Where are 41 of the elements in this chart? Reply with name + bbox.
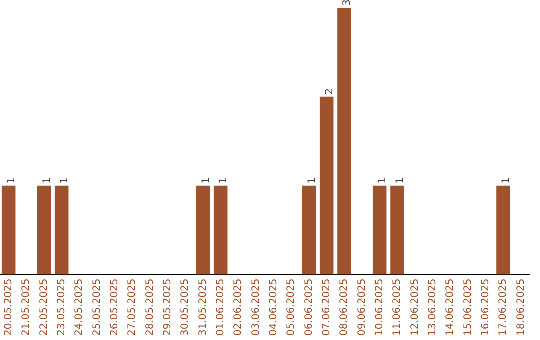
x-tick-label: 17.06.2025 bbox=[498, 278, 510, 336]
x-tick-label: 23.05.2025 bbox=[56, 278, 68, 336]
data-label: 1 bbox=[218, 177, 230, 184]
x-tick-label: 30.05.2025 bbox=[180, 278, 192, 336]
x-tick-label: 18.06.2025 bbox=[516, 278, 527, 336]
x-tick-label: 08.06.2025 bbox=[339, 278, 350, 336]
x-tick-label: 27.05.2025 bbox=[127, 278, 138, 336]
x-tick-label: 25.05.2025 bbox=[92, 278, 103, 336]
data-label: 2 bbox=[324, 88, 336, 95]
x-tick-label: 22.05.2025 bbox=[38, 278, 50, 336]
data-label: 1 bbox=[6, 177, 18, 184]
data-label: 1 bbox=[306, 177, 318, 184]
data-label: 1 bbox=[200, 177, 212, 184]
x-tick-label: 24.05.2025 bbox=[74, 278, 86, 336]
x-tick-label: 05.06.2025 bbox=[286, 278, 298, 336]
data-label: 1 bbox=[42, 177, 53, 184]
data-label: 1 bbox=[501, 177, 512, 184]
x-tick-label: 04.06.2025 bbox=[268, 278, 280, 336]
data-label: 1 bbox=[395, 177, 406, 184]
x-tick-label: 31.05.2025 bbox=[198, 278, 209, 336]
x-tick-label: 03.06.2025 bbox=[250, 278, 262, 336]
x-tick-label: 29.05.2025 bbox=[162, 278, 174, 336]
x-tick-label: 28.05.2025 bbox=[144, 278, 156, 336]
x-tick-label: 16.06.2025 bbox=[480, 278, 492, 336]
x-tick-label: 09.06.2025 bbox=[356, 278, 368, 336]
x-tick-label: 21.05.2025 bbox=[21, 278, 32, 336]
x-tick-label: 13.06.2025 bbox=[427, 278, 438, 336]
x-tick-label: 26.05.2025 bbox=[109, 278, 120, 336]
x-tick-label: 07.06.2025 bbox=[321, 278, 332, 336]
data-label: 1 bbox=[59, 177, 70, 184]
data-label: 3 bbox=[342, 0, 354, 6]
data-label: 1 bbox=[377, 177, 388, 184]
x-tick-label: 11.06.2025 bbox=[392, 278, 404, 336]
x-tick-label: 02.06.2025 bbox=[233, 278, 244, 336]
x-tick-label: 10.06.2025 bbox=[374, 278, 386, 336]
x-tick-label: 15.06.2025 bbox=[462, 278, 474, 336]
x-tick-label: 01.06.2025 bbox=[215, 278, 226, 336]
x-tick-label: 20.05.2025 bbox=[3, 278, 14, 336]
x-tick-label: 06.06.2025 bbox=[304, 278, 315, 336]
x-tick-label: 14.06.2025 bbox=[445, 278, 456, 336]
x-tick-label: 12.06.2025 bbox=[410, 278, 421, 336]
